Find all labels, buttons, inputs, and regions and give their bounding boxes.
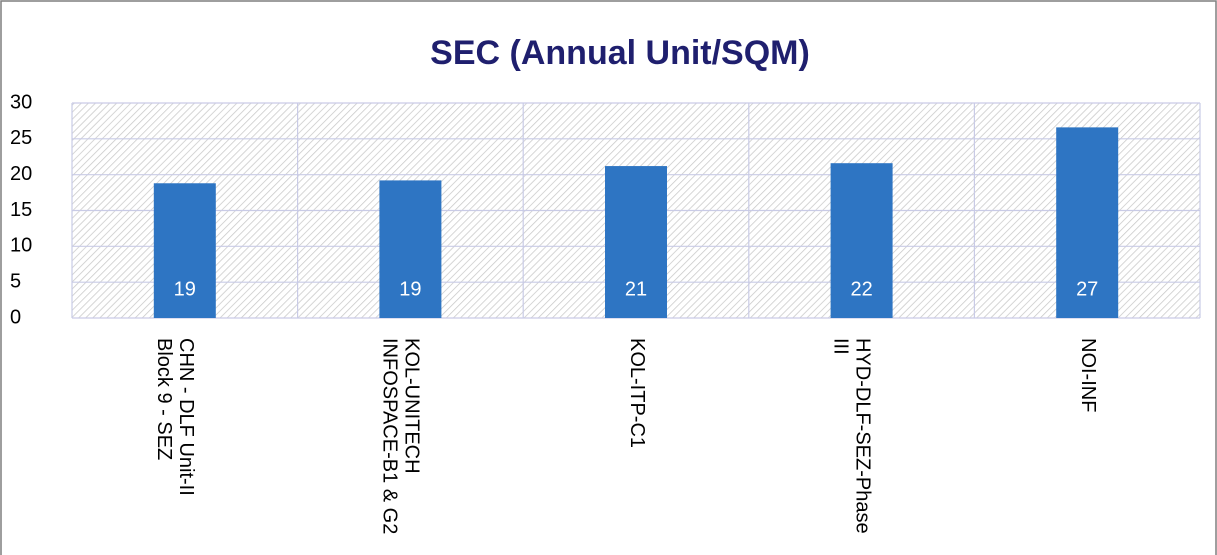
chart-title: SEC (Annual Unit/SQM) — [430, 34, 810, 72]
bar — [605, 166, 667, 318]
data-label: 21 — [625, 278, 647, 300]
data-label: 19 — [399, 278, 421, 300]
y-tick-label: 0 — [10, 306, 21, 328]
y-tick-label: 15 — [10, 199, 32, 221]
data-label: 27 — [1076, 278, 1098, 300]
y-tick-label: 5 — [10, 270, 21, 292]
bar — [830, 163, 893, 318]
y-tick-label: 10 — [10, 235, 32, 257]
y-tick-label: 20 — [10, 163, 32, 185]
x-tick-label: NOI-INF — [1077, 338, 1100, 413]
x-tick-label: KOL-ITP-C1 — [626, 338, 648, 449]
data-label: 19 — [174, 278, 196, 300]
data-label: 22 — [850, 278, 872, 300]
bar — [379, 180, 442, 318]
bar — [1056, 127, 1119, 318]
x-tick-label: HYD-DLF-SEZ-Phase III — [829, 338, 874, 534]
y-tick-label: 30 — [10, 91, 32, 113]
x-tick-label: KOL-UNITECH INFOSPACE-B1 & G2 — [378, 338, 423, 535]
bar — [153, 183, 216, 318]
y-tick-label: 25 — [10, 127, 32, 149]
x-tick-label: CHN - DLF Unit-II Block 9 - SEZ — [152, 338, 197, 496]
